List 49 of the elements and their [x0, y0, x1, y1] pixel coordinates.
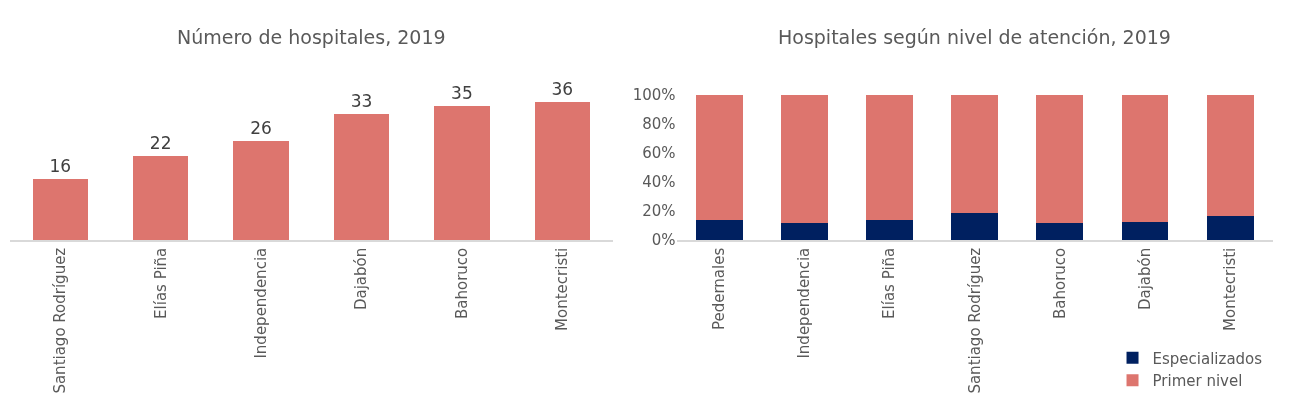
bar: [534, 102, 590, 240]
bar: [233, 140, 289, 240]
x-tick-label: Dajabón: [1135, 247, 1154, 311]
legend-label: Primer nivel: [1152, 372, 1243, 391]
x-tick-label: Bahoruco: [1050, 247, 1069, 320]
bar: [434, 106, 490, 240]
y-tick-label: 60%: [642, 144, 676, 163]
x-tick-label: Elías Piña: [151, 247, 170, 319]
x-tick-label: Independencia: [251, 247, 270, 359]
data-label: 16: [49, 155, 72, 176]
bar: [133, 155, 189, 240]
chart-title: Hospitales según nivel de atención, 2019: [778, 26, 1171, 48]
x-tick-label: Elías Piña: [880, 247, 899, 319]
data-label: 36: [551, 79, 574, 100]
bar: [695, 219, 743, 240]
data-label: 26: [250, 117, 272, 138]
bar: [866, 220, 913, 240]
data-label: 33: [350, 90, 373, 111]
bar: [1206, 95, 1254, 216]
y-tick-label: 40%: [642, 173, 676, 192]
bar: [1036, 223, 1084, 240]
y-tick-label: 20%: [642, 202, 676, 221]
bar: [695, 95, 743, 220]
data-label: 22: [149, 132, 172, 153]
bar: [951, 95, 999, 213]
bar: [951, 212, 999, 240]
x-tick-label: Dajabón: [352, 247, 371, 311]
x-tick-label: Bahoruco: [452, 247, 471, 320]
bar: [32, 178, 88, 240]
x-tick-label: Independencia: [795, 247, 814, 359]
y-tick-label: 0%: [651, 231, 676, 250]
bar: [1121, 95, 1169, 223]
bar: [780, 95, 828, 224]
x-tick-label: Santiago Rodríguez: [51, 247, 70, 394]
bar: [866, 95, 913, 221]
bar: [1206, 215, 1254, 240]
x-tick-label: Santiago Rodríguez: [965, 247, 984, 394]
y-tick-label: 80%: [642, 115, 676, 134]
bar: [780, 223, 828, 240]
bar: [333, 113, 390, 240]
bar: [1121, 222, 1169, 240]
legend-label: Especializados: [1152, 349, 1263, 368]
y-tick-label: 100%: [632, 86, 676, 105]
chart-title: Número de hospitales, 2019: [177, 26, 446, 48]
bar: [1036, 95, 1084, 224]
data-label: 35: [451, 83, 473, 104]
x-tick-label: Montecristi: [1221, 247, 1240, 331]
x-tick-label: Pedernales: [710, 247, 729, 331]
x-tick-label: Montecristi: [553, 247, 572, 331]
